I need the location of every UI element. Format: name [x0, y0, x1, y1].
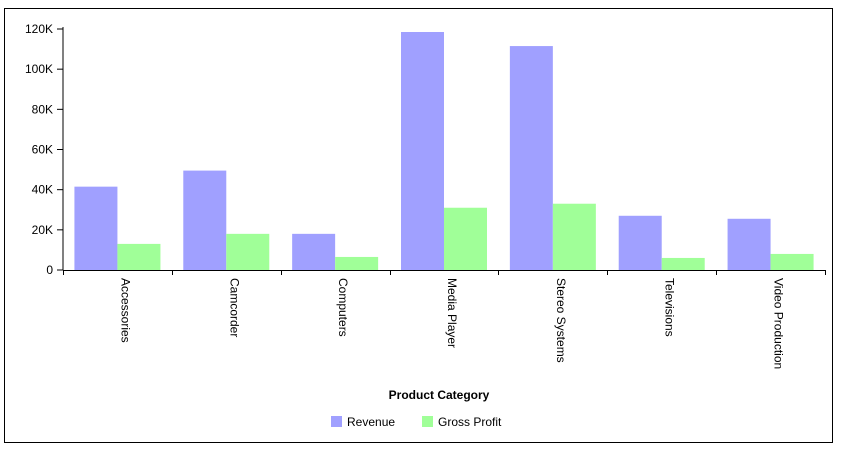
x-category-label: Video Production: [772, 278, 786, 369]
bar-gross-profit-video-production: [770, 253, 814, 270]
x-category-label: Computers: [336, 278, 350, 337]
y-axis: 0 20K 40K 60K 80K 100K 120K: [25, 22, 64, 277]
bars-group: [74, 32, 814, 271]
bar-gross-profit-accessories: [117, 243, 161, 270]
y-tick-label: 40K: [32, 183, 53, 197]
legend: Revenue Gross Profit: [331, 415, 502, 429]
bar-gross-profit-computers: [335, 256, 379, 270]
x-category-label: Televisions: [663, 278, 677, 337]
y-tick-label: 120K: [25, 22, 53, 36]
bar-gross-profit-media-player: [444, 207, 487, 270]
x-axis: Accessories Camcorder Computers Media Playe…: [63, 270, 826, 369]
bar-revenue-stereo-systems: [509, 46, 553, 271]
bar-revenue-televisions: [618, 215, 662, 270]
bar-revenue-video-production: [727, 218, 771, 270]
bar-gross-profit-stereo-systems: [552, 203, 596, 270]
bar-gross-profit-televisions: [661, 257, 705, 270]
bar-revenue-media-player: [401, 32, 444, 271]
bar-revenue-accessories: [74, 186, 118, 270]
legend-swatch-revenue: [331, 416, 342, 427]
x-axis-title: Product Category: [389, 388, 490, 402]
y-tick-label: 0: [46, 263, 53, 277]
bar-gross-profit-camcorder: [226, 233, 270, 270]
y-tick-label: 20K: [32, 223, 53, 237]
x-category-label: Media Player: [445, 278, 459, 348]
bar-revenue-camcorder: [183, 170, 227, 270]
legend-label-gross-profit: Gross Profit: [438, 415, 502, 429]
y-tick-label: 100K: [25, 62, 53, 76]
legend-label-revenue: Revenue: [347, 415, 395, 429]
x-category-label: Camcorder: [227, 278, 241, 337]
bar-revenue-computers: [292, 233, 336, 270]
x-category-label: Accessories: [118, 278, 132, 343]
y-tick-label: 60K: [32, 143, 53, 157]
x-category-label: Stereo Systems: [554, 278, 568, 363]
y-tick-label: 80K: [32, 102, 53, 116]
legend-swatch-gross-profit: [422, 416, 433, 427]
